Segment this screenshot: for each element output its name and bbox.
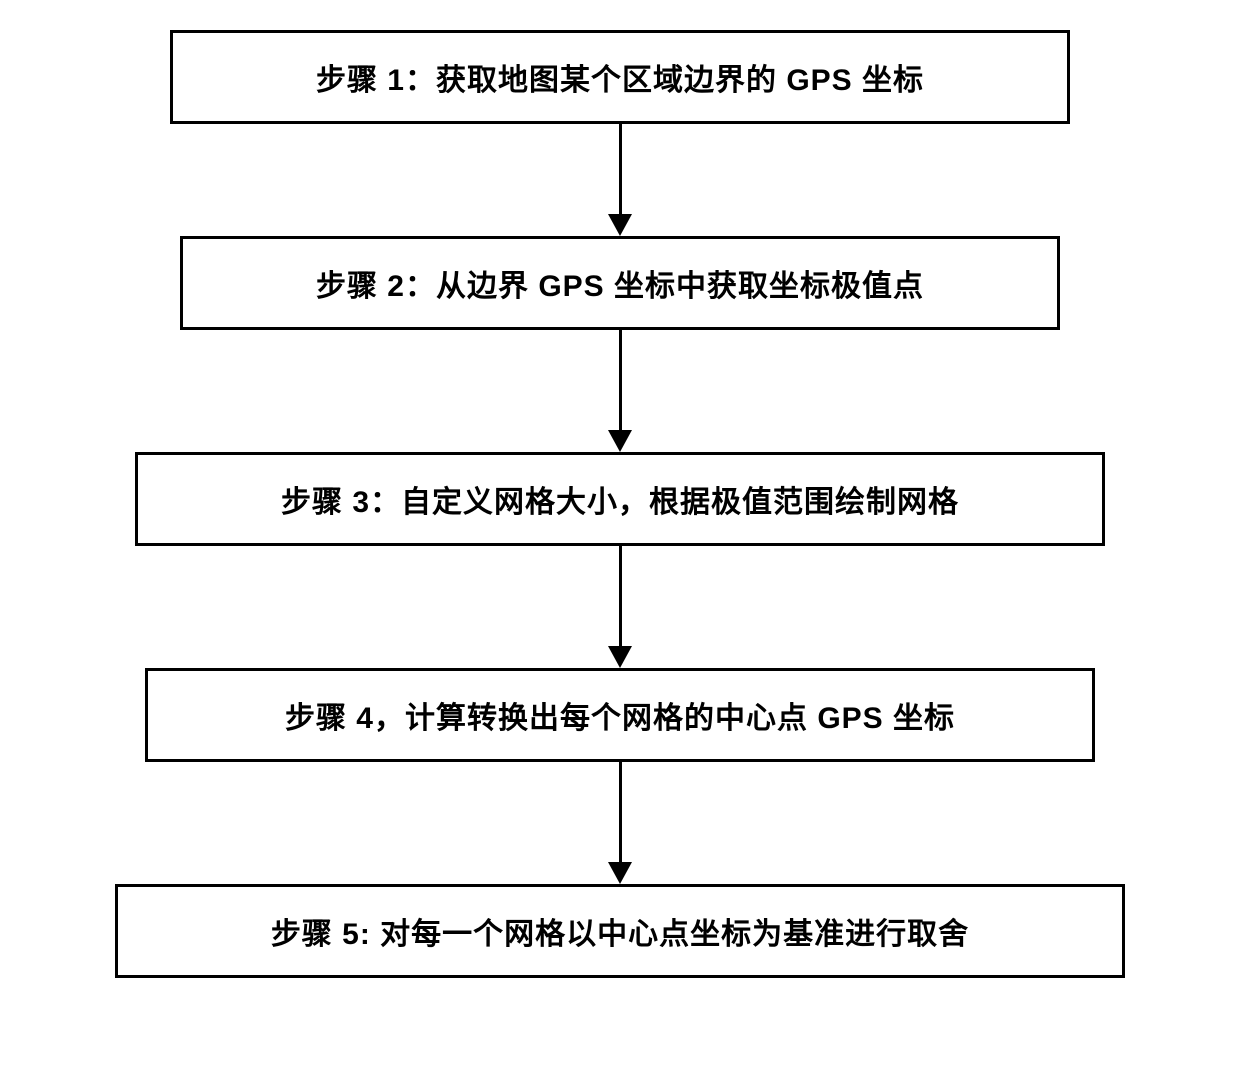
node-label: 步骤 5: 对每一个网格以中心点坐标为基准进行取舍 [271,918,969,951]
arrow-line [619,762,622,862]
flowchart-node-step5: 步骤 5: 对每一个网格以中心点坐标为基准进行取舍 [115,884,1125,978]
flowchart-node-step4: 步骤 4，计算转换出每个网格的中心点 GPS 坐标 [145,668,1095,762]
node-label: 步骤 2：从边界 GPS 坐标中获取坐标极值点 [316,270,924,303]
arrow-line [619,546,622,646]
arrow-head-icon [608,430,632,452]
node-label: 步骤 4，计算转换出每个网格的中心点 GPS 坐标 [285,702,955,735]
flowchart-arrow-2 [608,330,632,452]
flowchart-arrow-3 [608,546,632,668]
arrow-line [619,330,622,430]
flowchart-container: 步骤 1：获取地图某个区域边界的 GPS 坐标 步骤 2：从边界 GPS 坐标中… [115,30,1125,978]
arrow-head-icon [608,862,632,884]
node-label: 步骤 1：获取地图某个区域边界的 GPS 坐标 [316,64,924,97]
flowchart-node-step1: 步骤 1：获取地图某个区域边界的 GPS 坐标 [170,30,1070,124]
node-label: 步骤 3：自定义网格大小，根据极值范围绘制网格 [281,486,959,519]
flowchart-arrow-4 [608,762,632,884]
arrow-head-icon [608,214,632,236]
arrow-line [619,124,622,214]
flowchart-arrow-1 [608,124,632,236]
flowchart-node-step3: 步骤 3：自定义网格大小，根据极值范围绘制网格 [135,452,1105,546]
arrow-head-icon [608,646,632,668]
flowchart-node-step2: 步骤 2：从边界 GPS 坐标中获取坐标极值点 [180,236,1060,330]
